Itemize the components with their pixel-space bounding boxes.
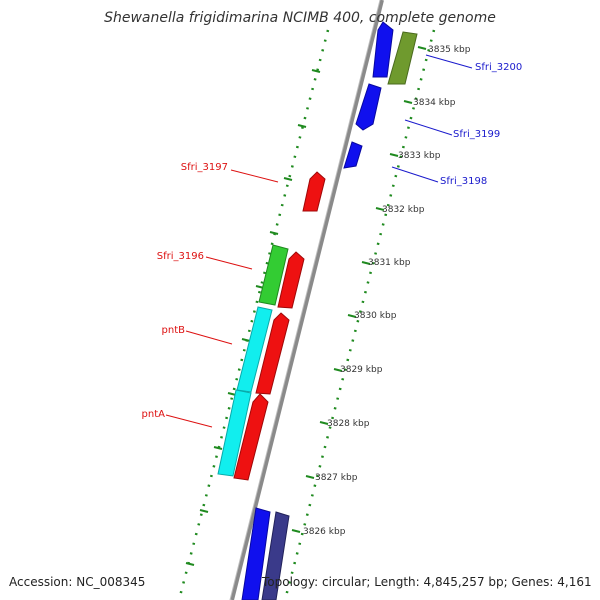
reverse-genes xyxy=(217,171,326,481)
kbp-label: 3831 kbp xyxy=(368,258,411,268)
kbp-label: 3835 kbp xyxy=(428,45,471,55)
gene-3826-blue[interactable] xyxy=(241,507,271,600)
gene-pntb-cyan[interactable] xyxy=(236,306,273,393)
gene-sfri-3196-red[interactable] xyxy=(277,251,305,309)
tick-rail-left xyxy=(177,29,330,600)
gene-label-pntb[interactable]: pntB xyxy=(162,325,186,336)
kbp-label: 3828 kbp xyxy=(327,419,370,429)
kbp-label: 3834 kbp xyxy=(413,98,456,108)
gene-label-sfri-3196[interactable]: Sfri_3196 xyxy=(157,251,204,262)
forward-genes xyxy=(241,21,418,600)
gene-label-pnta[interactable]: pntA xyxy=(142,409,166,420)
gene-pnta-cyan[interactable] xyxy=(217,389,252,477)
gene-label-sfri-3199[interactable]: Sfri_3199 xyxy=(453,129,500,140)
gene-pnta-red[interactable] xyxy=(233,393,269,481)
gene-labels: Sfri_3200 Sfri_3199 Sfri_3198 Sfri_3197 … xyxy=(142,62,523,420)
gene-sfri-3200-olive[interactable] xyxy=(387,31,418,85)
gene-label-sfri-3197[interactable]: Sfri_3197 xyxy=(181,162,228,173)
gene-sfri-3196-green[interactable] xyxy=(258,244,289,306)
accession-text: Accession: NC_008345 xyxy=(9,575,146,589)
map-title: Shewanella frigidimarina NCIMB 400, comp… xyxy=(104,10,496,26)
kbp-label: 3827 kbp xyxy=(315,473,358,483)
major-ticks-left xyxy=(185,69,321,566)
kbp-label: 3826 kbp xyxy=(303,527,346,537)
scale-labels: 3835 kbp 3834 kbp 3833 kbp 3832 kbp 3831… xyxy=(303,45,471,537)
kbp-label: 3830 kbp xyxy=(354,311,397,321)
genome-backbone xyxy=(230,0,384,600)
major-ticks-right xyxy=(291,46,427,533)
tick-rail-right xyxy=(283,29,436,600)
gene-sfri-3199[interactable] xyxy=(355,83,382,131)
gene-label-sfri-3200[interactable]: Sfri_3200 xyxy=(475,62,522,73)
kbp-label: 3829 kbp xyxy=(340,365,383,375)
gene-3826-navy[interactable] xyxy=(261,511,290,600)
label-leaders xyxy=(165,54,473,428)
gene-pntb-red[interactable] xyxy=(255,312,290,395)
kbp-label: 3832 kbp xyxy=(382,205,425,215)
gene-label-sfri-3198[interactable]: Sfri_3198 xyxy=(440,176,487,187)
gene-sfri-3198[interactable] xyxy=(343,141,363,169)
topology-text: Topology: circular; Length: 4,845,257 bp… xyxy=(262,575,592,589)
gene-sfri-3197[interactable] xyxy=(302,171,326,212)
gene-sfri-3200-blue[interactable] xyxy=(372,21,394,78)
genome-backbone-highlight xyxy=(229,0,381,600)
kbp-label: 3833 kbp xyxy=(398,151,441,161)
